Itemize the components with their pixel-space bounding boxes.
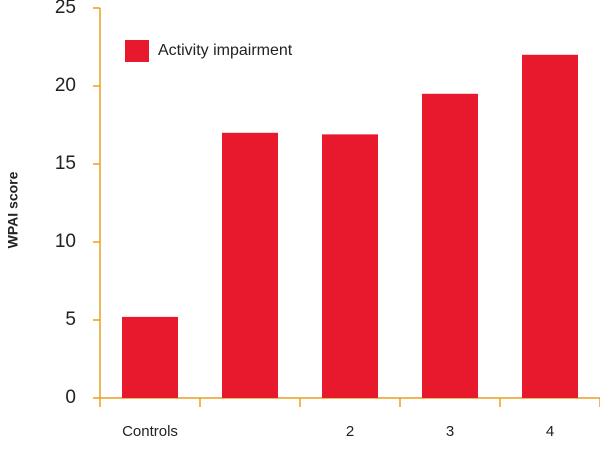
legend-label: Activity impairment	[158, 42, 293, 59]
y-tick-label: 20	[55, 75, 76, 96]
y-tick-label: 0	[65, 387, 76, 408]
y-tick-label: 15	[55, 153, 76, 174]
bar	[422, 93, 478, 399]
y-axis-label: WPAI score	[5, 171, 21, 248]
x-tick-label: 3	[446, 423, 454, 440]
x-tick-label: 2	[346, 423, 354, 440]
legend-swatch	[125, 40, 149, 62]
x-tick-label: 4	[546, 423, 554, 440]
bar	[222, 132, 278, 399]
x-tick-label: Controls	[122, 423, 178, 440]
bar	[322, 134, 378, 399]
bar	[122, 316, 178, 398]
y-tick-label: 25	[55, 0, 76, 18]
bar	[522, 54, 578, 399]
y-tick-label: 5	[65, 309, 76, 330]
y-tick-label: 10	[55, 231, 76, 252]
